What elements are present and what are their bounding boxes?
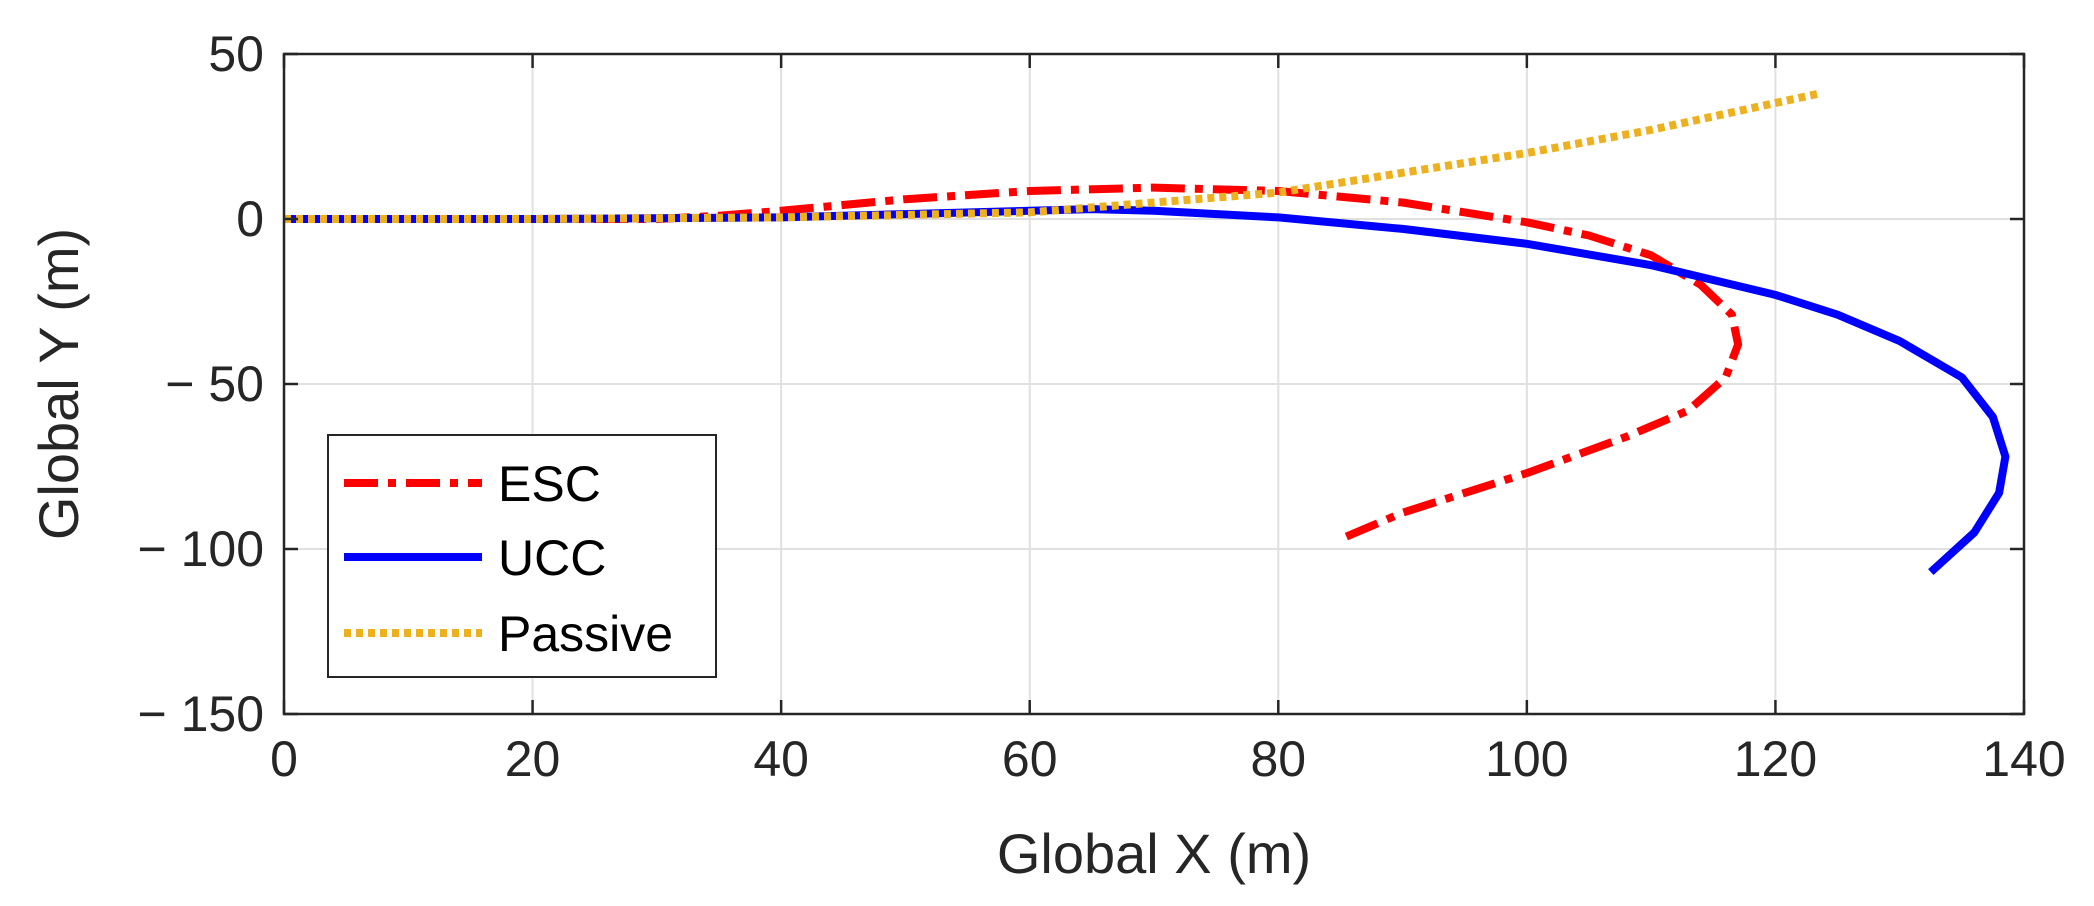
x-tick-label: 60 — [1002, 731, 1058, 787]
series-line-passive — [284, 89, 1820, 223]
y-tick-label: − 50 — [165, 356, 264, 412]
x-axis-title: Global X (m) — [997, 822, 1311, 885]
x-tick-label: 100 — [1485, 731, 1568, 787]
legend: ESC UCC Passive — [327, 434, 717, 678]
y-tick-label: 0 — [236, 191, 264, 247]
y-tick-label: 50 — [208, 26, 264, 82]
series-line-esc — [284, 183, 1743, 543]
legend-label-passive: Passive — [498, 606, 673, 662]
x-tick-label: 140 — [1982, 731, 2065, 787]
x-tick-label: 20 — [505, 731, 561, 787]
series-lines — [284, 89, 2010, 576]
legend-label-esc: ESC — [498, 456, 601, 512]
x-tick-label: 80 — [1250, 731, 1306, 787]
x-tick-label: 120 — [1734, 731, 1817, 787]
y-axis-title: Global Y (m) — [27, 228, 90, 540]
y-tick-label: − 100 — [137, 521, 264, 577]
x-tick-label: 40 — [753, 731, 809, 787]
axis-ticks: 0 20 40 60 80 100 120 140 50 0 − 50 − 100 − 150 — [137, 26, 2065, 787]
x-tick-label: 0 — [270, 731, 298, 787]
legend-label-ucc: UCC — [498, 530, 606, 586]
y-tick-label: − 150 — [137, 686, 264, 742]
